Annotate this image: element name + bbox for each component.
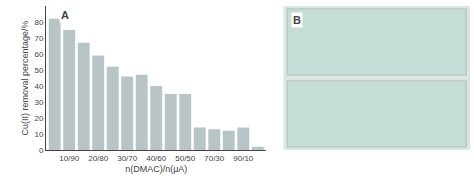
svg-text:40: 40 — [34, 82, 43, 91]
svg-text:30: 30 — [34, 98, 43, 107]
svg-text:80: 80 — [34, 18, 43, 27]
svg-text:10/90: 10/90 — [59, 154, 80, 163]
svg-text:A: A — [61, 9, 69, 21]
svg-text:70/30: 70/30 — [204, 154, 225, 163]
svg-text:10: 10 — [34, 130, 43, 139]
svg-text:30/70: 30/70 — [117, 154, 138, 163]
svg-text:60: 60 — [34, 50, 43, 59]
svg-text:Cu(II) removal percentage/%: Cu(II) removal percentage/% — [20, 20, 30, 135]
svg-text:20/80: 20/80 — [88, 154, 109, 163]
svg-text:0: 0 — [39, 146, 44, 155]
svg-text:50/50: 50/50 — [175, 154, 196, 163]
svg-text:70: 70 — [34, 34, 43, 43]
svg-text:B: B — [293, 14, 301, 26]
svg-text:90/10: 90/10 — [233, 154, 254, 163]
svg-text:50: 50 — [34, 66, 43, 75]
svg-text:n(DMAC)/n(μA): n(DMAC)/n(μA) — [125, 164, 187, 174]
svg-text:20: 20 — [34, 114, 43, 123]
svg-text:40/60: 40/60 — [146, 154, 167, 163]
